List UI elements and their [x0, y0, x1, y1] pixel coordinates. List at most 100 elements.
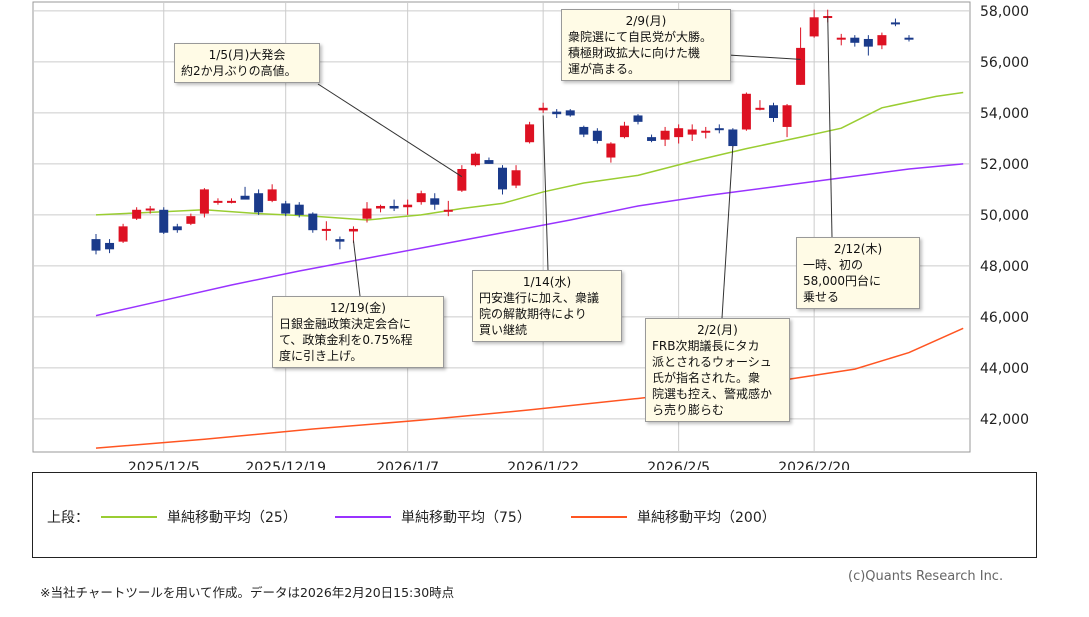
candle: [863, 35, 873, 56]
annotation-leader-line: [727, 54, 801, 60]
candle: [484, 157, 494, 164]
candle-body: [186, 216, 196, 224]
candle: [619, 121, 629, 139]
candle: [769, 102, 778, 122]
candle-body: [227, 200, 236, 203]
candle: [132, 207, 142, 220]
candle: [376, 204, 386, 213]
candle-body: [159, 209, 169, 233]
y-tick-label: 58,000: [980, 4, 1029, 20]
candle: [199, 188, 209, 218]
candle-body: [552, 111, 562, 115]
candle-body: [687, 129, 697, 135]
candle: [186, 213, 196, 226]
candle: [227, 198, 236, 204]
candle: [91, 234, 101, 255]
legend-label-ma75: 単純移動平均（75）: [401, 510, 531, 526]
annotation-leader-line: [542, 115, 549, 271]
annotation-feb12-date: 2/12(木): [833, 242, 883, 256]
annotation-leader-line: [317, 83, 463, 178]
candle-body: [877, 35, 887, 46]
candle: [674, 124, 684, 144]
candle: [172, 223, 182, 233]
candle: [511, 165, 521, 189]
candle-body: [863, 38, 873, 47]
candle-body: [565, 110, 575, 116]
candle: [592, 128, 602, 144]
candle-body: [267, 189, 277, 201]
annotation-feb12: 2/12(木) 一時、初の 58,000円台に 乗せる: [796, 237, 920, 309]
candle: [254, 189, 264, 215]
candle: [498, 165, 507, 195]
candle: [389, 199, 399, 212]
candle: [105, 239, 115, 254]
candle-body: [457, 168, 467, 191]
candle-body: [132, 209, 142, 219]
footnote: ※当社チャートツールを用いて作成。データは2026年2月20日15:30時点: [40, 585, 455, 600]
candle-body: [890, 22, 900, 25]
candle-body: [606, 143, 616, 158]
candle-body: [348, 228, 358, 232]
candle: [281, 200, 291, 217]
annotation-feb2-text: FRB次期議長にタカ 派とされるウォーシュ 氏が指名された。衆 院選も控え、警戒…: [652, 339, 773, 417]
candle: [796, 27, 806, 85]
candle-body: [294, 204, 304, 215]
candle: [348, 226, 358, 243]
x-tick-label: 2026/1/22: [507, 460, 579, 470]
candle: [308, 212, 318, 233]
legend-lead: 上段：: [47, 510, 89, 526]
legend-swatch-ma75: [335, 516, 391, 518]
candle: [850, 35, 860, 47]
annotation-feb2-date: 2/2(月): [697, 323, 738, 337]
y-tick-label: 56,000: [980, 55, 1029, 71]
y-tick-label: 54,000: [980, 106, 1029, 122]
x-tick-label: 2025/12/19: [245, 460, 326, 470]
legend: 上段： 単純移動平均（25） 単純移動平均（75） 単純移動平均（200）: [32, 472, 1037, 558]
candle: [728, 128, 738, 148]
candle-body: [321, 228, 331, 231]
annotation-feb9-date: 2/9(月): [625, 14, 667, 28]
candle-body: [470, 153, 480, 166]
candle: [782, 103, 792, 138]
candle: [213, 198, 223, 205]
candle-body: [592, 130, 602, 141]
x-tick-label: 2026/2/5: [647, 460, 710, 470]
candle-body: [796, 47, 806, 85]
candle: [755, 100, 765, 111]
candle-body: [809, 17, 819, 37]
candle-body: [430, 198, 440, 205]
legend-item-ma200: 単純移動平均（200）: [571, 507, 776, 527]
candle-body: [389, 205, 399, 209]
candle-body: [633, 115, 643, 122]
candle-body: [145, 208, 155, 211]
candle: [741, 92, 751, 131]
candle-body: [376, 205, 386, 209]
price-chart: 58,000 56,000 54,000 52,000 50,000 48,000 46,0…: [32, 1, 1029, 470]
candle: [443, 200, 453, 217]
candle: [335, 236, 345, 250]
candle: [687, 124, 697, 141]
candle-body: [254, 193, 264, 213]
candle-body: [335, 239, 345, 242]
candle: [836, 33, 846, 46]
candle: [579, 125, 589, 138]
candle-body: [525, 124, 535, 143]
annotation-leader-line: [721, 146, 734, 319]
annotation-jan14: 1/14(水) 円安進行に加え、衆議 院の解散期待により 買い継続: [472, 270, 622, 342]
candle-body: [741, 93, 751, 130]
candle-body: [443, 209, 453, 212]
ma75-line: [95, 163, 964, 317]
legend-swatch-ma25: [101, 516, 157, 518]
annotation-jan14-text: 円安進行に加え、衆議 院の解散期待により 買い継続: [479, 291, 600, 337]
x-tick-label: 2026/2/20: [778, 460, 850, 470]
x-tick-label: 2026/1/7: [376, 460, 439, 470]
candle-body: [728, 129, 738, 147]
candle: [538, 102, 548, 113]
candle-body: [619, 125, 629, 138]
candle: [660, 126, 670, 147]
candle: [321, 221, 331, 241]
candle: [890, 18, 900, 27]
annotation-feb2: 2/2(月) FRB次期議長にタカ 派とされるウォーシュ 氏が指名された。衆 院…: [645, 318, 790, 422]
candle-body: [308, 213, 318, 231]
candle-body: [498, 167, 507, 190]
